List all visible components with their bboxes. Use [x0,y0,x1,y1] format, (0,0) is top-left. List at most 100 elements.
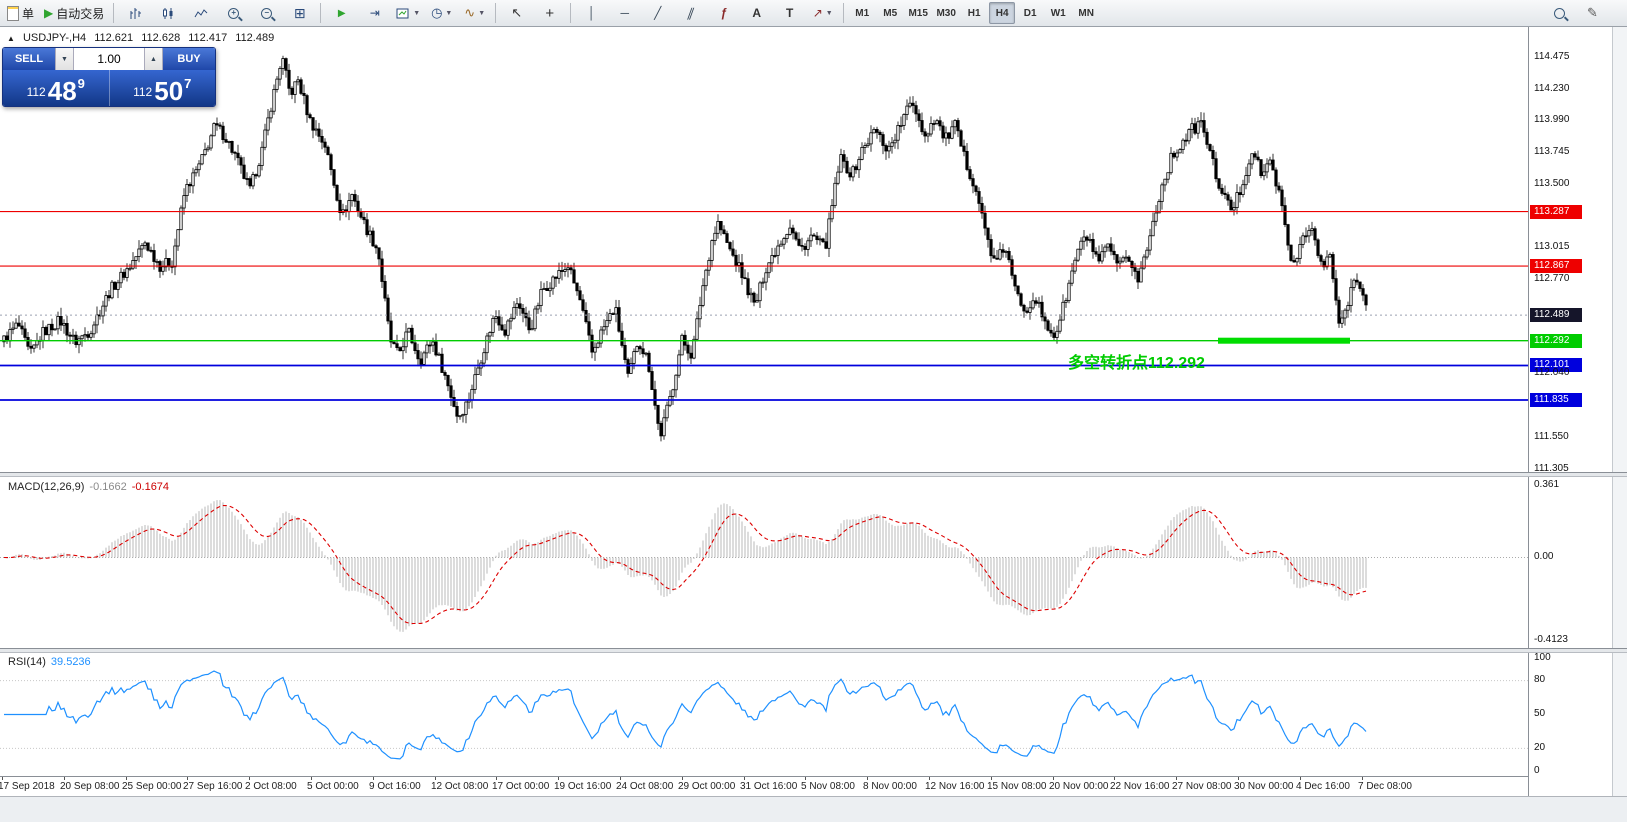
rsi-scale-100: 100 [1534,652,1551,663]
indicators-icon: ∿ [464,5,476,20]
toolbar-right-group: ✎ [1543,1,1609,25]
time-tick-label: 17 Oct 00:00 [492,781,550,792]
timeframe-m1-button[interactable]: M1 [855,7,870,19]
new-order-button[interactable]: 单 [3,1,38,25]
sell-button[interactable]: SELL [3,48,55,70]
text-tool-button[interactable]: A [741,1,772,25]
new-chart-icon [396,8,409,18]
buy-button[interactable]: BUY [163,48,215,70]
timeframe-m15-button[interactable]: M15 [908,7,928,19]
horizontal-line-icon: ─ [620,6,629,20]
price-chart-pane[interactable] [0,27,1528,472]
pane-divider[interactable] [0,472,1627,477]
time-tick-mark [373,777,374,780]
timeframe-d1-button[interactable]: D1 [1023,7,1037,19]
time-tick-mark [744,777,745,780]
horizontal-line-tool-button[interactable]: ─ [609,1,640,25]
profiles-button[interactable]: ◷ ▼ [426,1,457,25]
crosshair-tool-button[interactable]: + [534,1,565,25]
time-tick-mark [1300,777,1301,780]
timeframe-mn-button[interactable]: MN [1078,7,1094,19]
macd-pane[interactable] [0,477,1528,648]
price-tick-label: 112.770 [1534,273,1570,284]
arrows-icon: ↗ [812,6,823,20]
autotrading-play-icon: ▶ [44,6,54,20]
time-tick-mark [867,777,868,780]
time-tick-label: 19 Oct 16:00 [554,781,612,792]
time-tick-label: 5 Oct 00:00 [307,781,359,792]
new-order-icon [7,5,19,21]
price-badge: 112.292 [1530,334,1582,348]
timeframe-h4-button[interactable]: H4 [989,2,1016,24]
time-tick-mark [2,777,3,780]
toolbar-separator [320,3,322,23]
timeframe-m5-button[interactable]: M5 [883,7,898,19]
sell-price[interactable]: 112 48 9 [26,76,85,106]
time-tick-mark [249,777,250,780]
time-tick-mark [1053,777,1054,780]
volume-increase-button[interactable]: ▲ [144,48,163,70]
pane-divider[interactable] [0,648,1627,653]
time-tick-label: 8 Nov 00:00 [863,781,917,792]
time-tick-label: 20 Sep 08:00 [60,781,120,792]
zoom-out-button[interactable]: − [251,1,282,25]
arrows-tool-button[interactable]: ↗ ▼ [807,1,838,25]
vertical-line-icon: │ [587,6,596,20]
zoom-out-icon: − [261,7,273,19]
time-tick-label: 22 Nov 16:00 [1110,781,1170,792]
rsi-pane[interactable] [0,653,1528,776]
new-chart-button[interactable]: ▼ [392,1,424,25]
volume-input[interactable] [74,48,144,70]
time-tick-label: 31 Oct 16:00 [740,781,798,792]
time-tick-mark [1238,777,1239,780]
price-badge: 112.867 [1530,259,1582,273]
rsi-label: RSI(14) 39.5236 [8,656,91,668]
text-label-tool-button[interactable]: T [774,1,805,25]
direction-marker-icon: ▲ [7,34,15,43]
auto-scroll-button[interactable]: ▶ [326,1,357,25]
dropdown-arrow-icon: ▼ [478,9,486,17]
time-tick-label: 30 Nov 00:00 [1234,781,1294,792]
candlestick-chart-icon [162,7,173,19]
price-axis[interactable]: 0.361 0.00 -0.4123 100 80 50 20 0 113.28… [1528,27,1612,796]
price-tick-label: 114.230 [1534,83,1570,94]
price-tick-label: 113.500 [1534,178,1570,189]
autotrading-button[interactable]: ▶ 自动交易 [44,6,105,21]
bar-chart-button[interactable] [119,1,150,25]
timeframe-m30-button[interactable]: M30 [936,7,956,19]
indicators-button[interactable]: ∿ ▼ [459,1,490,25]
volume-decrease-button[interactable]: ▼ [55,48,74,70]
macd-label: MACD(12,26,9) -0.1662 -0.1674 [8,481,170,493]
time-tick-label: 17 Sep 2018 [0,781,55,792]
time-tick-label: 15 Nov 08:00 [987,781,1047,792]
compose-button[interactable]: ✎ [1577,1,1608,25]
time-tick-mark [1176,777,1177,780]
buy-price[interactable]: 112 50 7 [108,70,216,106]
text-label-icon: T [786,6,794,20]
price-badge: 111.835 [1530,393,1582,407]
vertical-line-tool-button[interactable]: │ [576,1,607,25]
chart-shift-button[interactable]: ⇥ [359,1,390,25]
price-tick-label: 113.015 [1534,241,1570,252]
channel-tool-button[interactable]: ∥ [675,1,706,25]
timeframe-w1-button[interactable]: W1 [1050,7,1066,19]
trendline-tool-button[interactable]: ╱ [642,1,673,25]
time-tick-mark [929,777,930,780]
candlestick-chart-button[interactable] [152,1,183,25]
zoom-in-button[interactable]: + [218,1,249,25]
fibonacci-tool-button[interactable]: ƒ [708,1,739,25]
text-icon: A [752,6,762,20]
time-tick-mark [682,777,683,780]
macd-scale-top: 0.361 [1534,479,1560,490]
search-button[interactable] [1544,1,1575,25]
time-axis[interactable]: 17 Sep 2018 20 Sep 08:00 25 Sep 00:00 27 Se… [0,776,1528,796]
time-tick-mark [435,777,436,780]
timeframe-h1-button[interactable]: H1 [967,7,981,19]
pivot-annotation[interactable]: 多空转折点112.292 [1068,355,1205,372]
tile-windows-button[interactable]: ⊞ [284,1,315,25]
cursor-tool-button[interactable]: ↖ [501,1,532,25]
price-badge: 112.101 [1530,358,1582,372]
search-icon [1554,7,1565,19]
time-tick-label: 12 Nov 16:00 [925,781,985,792]
line-chart-button[interactable] [185,1,216,25]
